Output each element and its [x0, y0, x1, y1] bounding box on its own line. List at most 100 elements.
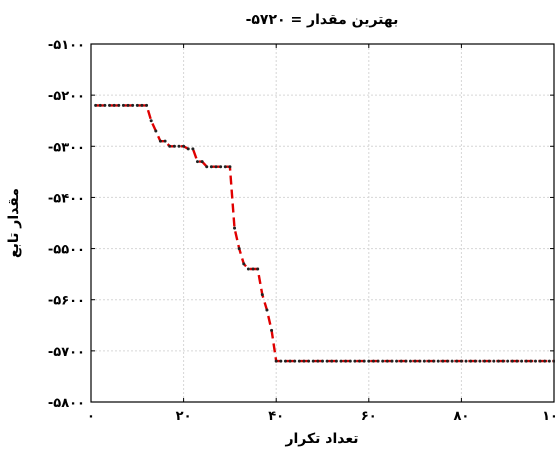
data-point: [321, 359, 324, 363]
data-point: [524, 359, 528, 363]
data-point: [473, 359, 477, 363]
x-axis-label: تعداد تکرار: [284, 431, 358, 447]
data-point: [334, 359, 338, 363]
data-point: [307, 359, 311, 363]
y-tick-label: -۵۴۰۰: [48, 191, 85, 206]
x-tick-label: ۴۰: [268, 409, 284, 424]
y-tick-label: -۵۶۰۰: [48, 294, 85, 309]
x-tick-label: ۲۰: [176, 409, 192, 424]
plot-area-frame: [90, 43, 555, 403]
data-point: [385, 359, 389, 363]
data-point: [168, 144, 172, 148]
data-point: [339, 359, 343, 363]
data-point: [182, 144, 186, 148]
data-point: [552, 359, 555, 363]
data-point: [293, 359, 297, 363]
data-point: [158, 139, 162, 143]
data-point: [510, 359, 514, 363]
data-point: [353, 359, 357, 363]
data-point: [98, 103, 102, 107]
chart-title: بهترین مقدار = ۵۷۲۰-: [246, 12, 399, 28]
data-point: [543, 359, 547, 363]
data-point: [325, 359, 329, 363]
data-point: [191, 147, 195, 151]
data-point: [413, 359, 417, 363]
data-point: [478, 359, 482, 363]
data-point: [404, 359, 408, 363]
data-point: [418, 359, 422, 363]
data-point: [112, 103, 116, 107]
data-point: [246, 267, 250, 271]
grid-lines: [91, 44, 554, 402]
y-tick-label: -۵۵۰۰: [48, 243, 85, 258]
data-point: [131, 103, 135, 107]
data-point: [177, 144, 181, 148]
data-point: [469, 359, 473, 363]
data-point: [223, 165, 227, 169]
data-point: [145, 103, 149, 107]
data-point: [205, 165, 209, 169]
data-point: [358, 359, 362, 363]
data-point: [455, 359, 459, 363]
data-point: [108, 103, 112, 107]
data-point: [209, 165, 213, 169]
data-point: [265, 308, 269, 312]
x-tick-label: ۸۰: [453, 409, 469, 424]
data-point: [529, 359, 533, 363]
data-point: [501, 359, 505, 363]
data-point: [135, 103, 139, 107]
y-tick-label: -۵۸۰۰: [48, 396, 85, 411]
data-point: [538, 359, 542, 363]
data-point: [381, 359, 385, 363]
data-point: [251, 267, 255, 271]
data-point: [279, 359, 283, 363]
data-point: [367, 359, 371, 363]
data-point: [288, 359, 292, 363]
data-point: [228, 165, 232, 169]
axis-ticks: [90, 43, 555, 403]
data-point: [103, 103, 107, 107]
data-point: [399, 359, 403, 363]
data-point: [446, 359, 450, 363]
data-point: [427, 359, 431, 363]
data-point: [283, 359, 287, 363]
data-point: [496, 359, 500, 363]
data-point: [233, 226, 237, 230]
data-point: [515, 359, 519, 363]
data-point: [459, 359, 463, 363]
data-point: [274, 359, 278, 363]
y-tick-label: -۵۷۰۰: [48, 345, 85, 360]
data-point: [344, 359, 348, 363]
data-point: [492, 359, 496, 363]
data-point: [126, 103, 130, 107]
data-point: [163, 139, 167, 143]
data-point: [422, 359, 426, 363]
x-tick-label: ۱۰۰: [542, 409, 555, 424]
x-tick-label: ۰: [87, 409, 95, 424]
data-point: [487, 359, 491, 363]
data-point: [362, 359, 366, 363]
x-axis-tick-labels: ۰ ۲۰ ۴۰ ۶۰ ۸۰ ۱۰۰: [87, 409, 555, 424]
y-axis-tick-labels: -۵۱۰۰ -۵۲۰۰ -۵۳۰۰ -۵۴۰۰ -۵۵۰۰ -۵۶۰۰ -۵۷۰۰ -۵۸۰۰: [48, 38, 85, 411]
data-point: [140, 103, 144, 107]
data-point: [483, 359, 487, 363]
data-point: [376, 359, 380, 363]
x-tick-label: ۶۰: [361, 409, 377, 424]
data-point: [117, 103, 121, 107]
data-point: [390, 359, 394, 363]
data-point: [172, 144, 176, 148]
data-point: [200, 160, 204, 164]
data-point: [441, 359, 445, 363]
data-point: [149, 119, 153, 123]
data-point: [154, 129, 158, 133]
data-point: [408, 359, 412, 363]
data-point: [348, 359, 352, 363]
data-point: [219, 165, 223, 169]
data-point: [436, 359, 440, 363]
data-point: [214, 165, 218, 169]
data-point: [371, 359, 375, 363]
data-point: [520, 359, 524, 363]
y-axis-label: مقدار تابع: [6, 188, 22, 258]
data-point: [242, 262, 246, 266]
